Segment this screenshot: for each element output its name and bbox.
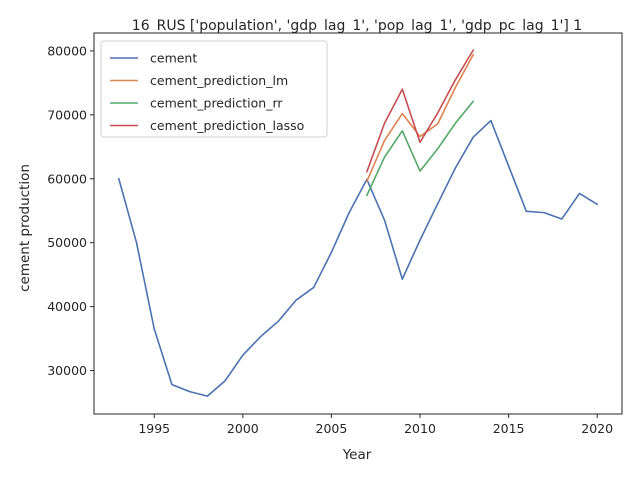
y-tick-label: 80000 [47,43,87,58]
y-axis: 30000 40000 50000 60000 70000 80000 [47,43,94,378]
y-tick-label: 40000 [47,299,87,314]
legend-label: cement [150,51,197,66]
plot-lines [118,49,598,397]
x-tick-label: 2005 [316,421,348,436]
legend-label: cement_prediction_lasso [150,118,304,133]
x-tick-label: 2015 [493,421,525,436]
y-tick-label: 30000 [47,363,87,378]
x-tick-label: 2010 [404,421,436,436]
x-tick-label: 2020 [581,421,613,436]
series-line-cement-prediction-lasso [366,49,474,173]
x-tick-label: 1995 [138,421,170,436]
x-tick-label: 2000 [227,421,259,436]
legend-label: cement_prediction_rr [150,96,283,111]
x-axis-label: Year [342,447,372,463]
x-axis: 1995 2000 2005 2010 2015 2020 [138,414,613,436]
series-line-cement-prediction-lm [366,53,474,183]
y-axis-label: cement production [17,164,33,292]
axes-frame [93,32,623,415]
y-tick-label: 60000 [47,171,87,186]
legend-box [100,40,328,138]
y-tick-label: 70000 [47,107,87,122]
chart-title: 16_RUS ['population', 'gdp_lag_1', 'pop_… [132,18,582,34]
series-line-cement-prediction-rr [366,100,474,197]
series-line-cement [118,119,598,397]
legend-label: cement_prediction_lm [150,73,288,88]
y-tick-label: 50000 [47,235,87,250]
legend: cement cement_prediction_lm cement_predict… [100,40,328,138]
